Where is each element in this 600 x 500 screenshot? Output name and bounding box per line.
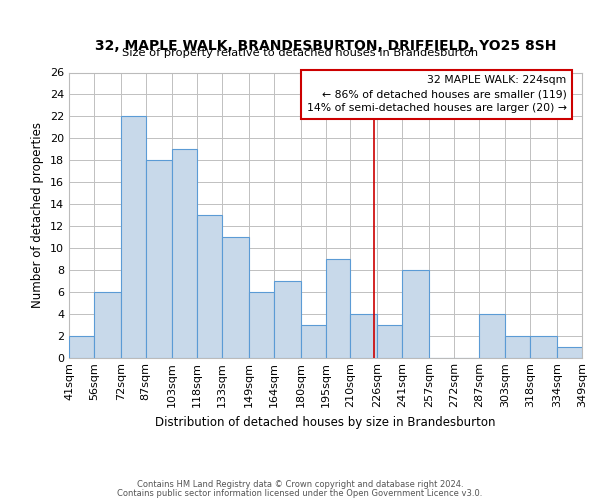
Text: 32 MAPLE WALK: 224sqm
← 86% of detached houses are smaller (119)
14% of semi-det: 32 MAPLE WALK: 224sqm ← 86% of detached … bbox=[307, 76, 566, 114]
Text: Size of property relative to detached houses in Brandesburton: Size of property relative to detached ho… bbox=[122, 48, 478, 58]
Bar bbox=[274, 281, 301, 357]
Y-axis label: Number of detached properties: Number of detached properties bbox=[31, 122, 44, 308]
Bar bbox=[121, 116, 146, 358]
Bar bbox=[530, 336, 557, 357]
Text: Contains HM Land Registry data © Crown copyright and database right 2024.: Contains HM Land Registry data © Crown c… bbox=[137, 480, 463, 489]
Bar bbox=[94, 292, 121, 358]
Bar bbox=[325, 259, 350, 358]
Bar bbox=[557, 346, 582, 358]
Bar bbox=[505, 336, 530, 357]
Bar bbox=[479, 314, 505, 358]
Bar bbox=[197, 215, 222, 358]
Bar bbox=[350, 314, 377, 358]
Text: Contains public sector information licensed under the Open Government Licence v3: Contains public sector information licen… bbox=[118, 488, 482, 498]
Bar bbox=[249, 292, 274, 358]
Title: 32, MAPLE WALK, BRANDESBURTON, DRIFFIELD, YO25 8SH: 32, MAPLE WALK, BRANDESBURTON, DRIFFIELD… bbox=[95, 40, 556, 54]
Bar bbox=[301, 324, 325, 358]
Bar bbox=[69, 336, 94, 357]
Bar bbox=[222, 237, 249, 358]
Bar bbox=[377, 324, 402, 358]
Bar bbox=[172, 149, 197, 358]
Bar bbox=[146, 160, 172, 358]
Bar bbox=[402, 270, 429, 358]
X-axis label: Distribution of detached houses by size in Brandesburton: Distribution of detached houses by size … bbox=[155, 416, 496, 429]
